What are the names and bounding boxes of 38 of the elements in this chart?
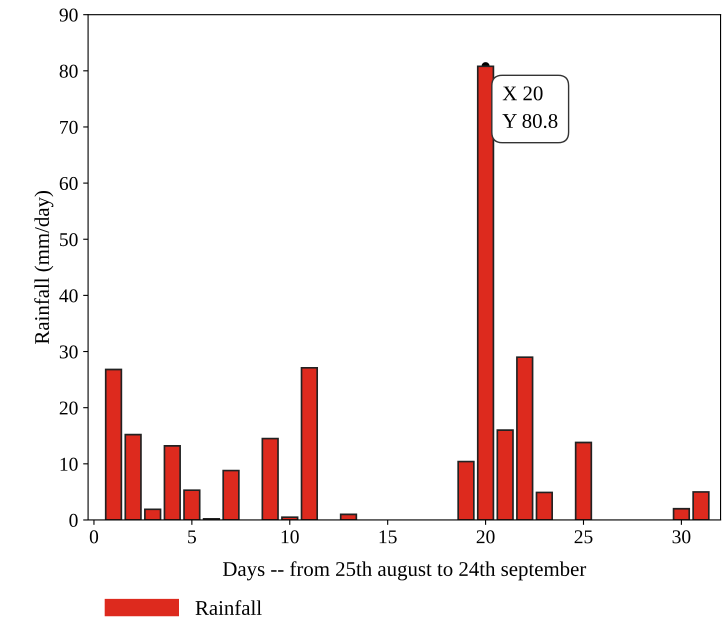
x-axis-title: Days -- from 25th august to 24th september <box>222 561 586 580</box>
x-tick-label: 15 <box>380 530 397 544</box>
annotation: X 20 Y 80.8 <box>502 86 558 128</box>
y-axis-title: Rainfall (mm/day) <box>34 191 54 344</box>
bar <box>496 429 514 520</box>
bar <box>536 492 553 520</box>
bar <box>457 460 475 520</box>
bar <box>516 356 534 520</box>
y-tick-label: 10 <box>60 458 78 471</box>
y-tick-label: 80 <box>60 64 78 78</box>
x-tick-label: 30 <box>672 530 690 544</box>
y-tick-label: 40 <box>59 289 78 302</box>
y-tick-label: 70 <box>60 120 78 134</box>
y-tick-label: 60 <box>60 176 78 190</box>
bar <box>692 491 710 520</box>
y-tick-label: 30 <box>60 345 78 358</box>
bar <box>144 508 162 520</box>
y-tick-label: 0 <box>69 514 78 527</box>
legend-label: Rainfall <box>196 600 262 616</box>
x-tick-label: 5 <box>188 530 196 544</box>
bar <box>262 438 279 520</box>
bar <box>300 366 318 520</box>
bar <box>574 442 592 520</box>
bar <box>164 445 181 520</box>
x-tick-label: 10 <box>282 530 299 544</box>
bar <box>124 434 142 520</box>
bar <box>104 368 122 520</box>
bar <box>476 65 494 520</box>
bar <box>672 508 690 520</box>
y-tick-label: 20 <box>60 402 78 415</box>
x-tick-label: 20 <box>476 530 495 544</box>
y-tick-label: 50 <box>60 233 78 246</box>
y-tick-label: 90 <box>60 8 78 22</box>
bar <box>222 470 240 520</box>
bar <box>340 514 358 520</box>
bar <box>183 489 201 520</box>
x-tick-label: 25 <box>574 530 592 544</box>
x-tick-label: 0 <box>90 530 98 544</box>
